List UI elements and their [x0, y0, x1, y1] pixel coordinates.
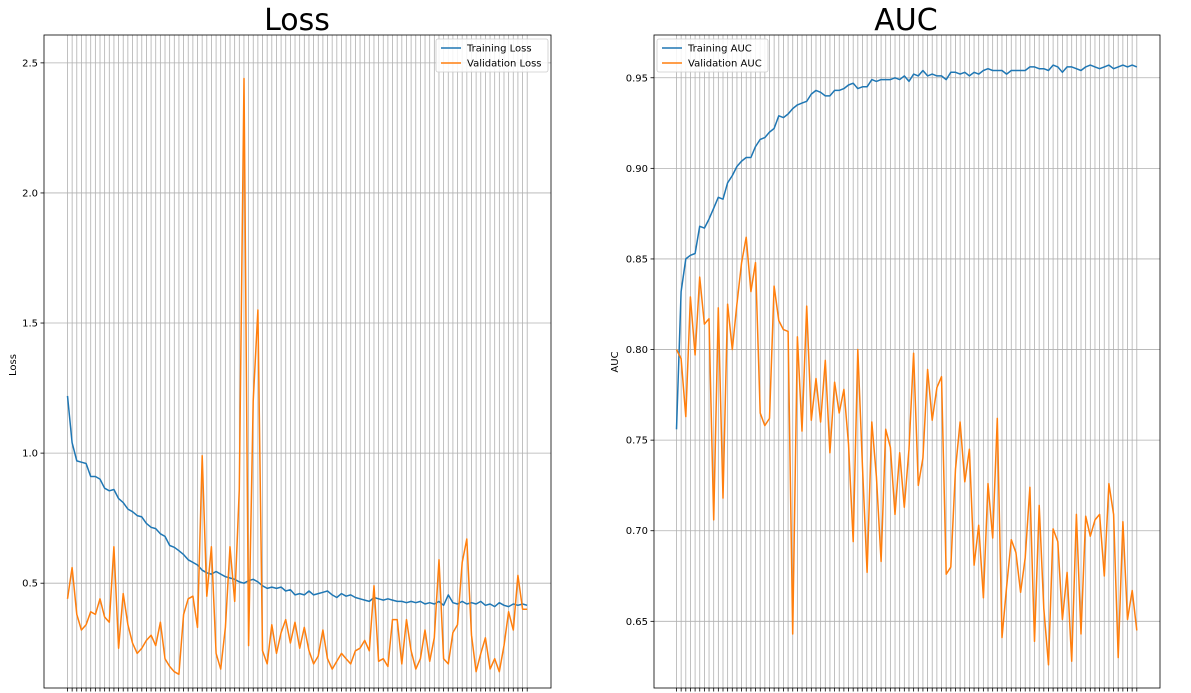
- auc-y-ticks: 0.65 0.70 0.75 0.80 0.85 0.90 0.95: [626, 73, 654, 628]
- y-tick-label: 0.70: [626, 526, 648, 537]
- loss-plot-frame: [43, 34, 552, 689]
- loss-lines: [66, 77, 528, 676]
- auc-chart: AUC AUC 0.65 0.70 0.75 0.80 0.85 0.90 0.95 Tra…: [610, 3, 1161, 692]
- auc-y-axis-label: AUC: [610, 351, 621, 372]
- loss-chart: Loss Loss 0.5 1.0 1.5 2.0 2.5 Training Loss …: [8, 3, 552, 692]
- loss-grid: [44, 35, 551, 688]
- auc-x-ticks: [676, 688, 1138, 692]
- y-tick-label: 0.95: [626, 73, 648, 84]
- auc-lines: [675, 64, 1138, 666]
- auc-legend-train-label: Training AUC: [687, 44, 752, 55]
- y-tick-label: 0.75: [626, 436, 648, 447]
- auc-legend: Training AUC Validation AUC: [656, 38, 769, 73]
- training-series-line: [66, 395, 528, 608]
- loss-x-ticks: [67, 688, 528, 692]
- loss-chart-title: Loss: [264, 3, 330, 38]
- auc-legend-box: [656, 38, 769, 73]
- y-tick-label: 0.65: [626, 617, 648, 628]
- auc-legend-val-label: Validation AUC: [688, 59, 762, 70]
- y-tick-label: 1.0: [22, 449, 38, 460]
- y-tick-label: 0.5: [22, 579, 38, 590]
- auc-grid: [654, 35, 1160, 688]
- auc-plot-frame: [653, 34, 1161, 689]
- validation-series-line: [675, 236, 1138, 666]
- y-tick-label: 0.80: [626, 345, 648, 356]
- loss-y-axis-label: Loss: [8, 354, 19, 376]
- loss-y-ticks: 0.5 1.0 1.5 2.0 2.5: [22, 58, 44, 590]
- loss-legend-val-label: Validation Loss: [467, 59, 542, 70]
- y-tick-label: 0.90: [626, 164, 648, 175]
- y-tick-label: 0.85: [626, 254, 648, 265]
- loss-legend-box: [435, 38, 549, 73]
- training-series-line: [675, 64, 1138, 430]
- auc-chart-title: AUC: [874, 3, 937, 38]
- loss-legend: Training Loss Validation Loss: [435, 38, 549, 73]
- y-tick-label: 2.0: [22, 188, 38, 199]
- y-tick-label: 1.5: [22, 319, 38, 330]
- validation-series-line: [66, 77, 528, 676]
- y-tick-label: 2.5: [22, 58, 38, 69]
- loss-legend-train-label: Training Loss: [466, 44, 532, 55]
